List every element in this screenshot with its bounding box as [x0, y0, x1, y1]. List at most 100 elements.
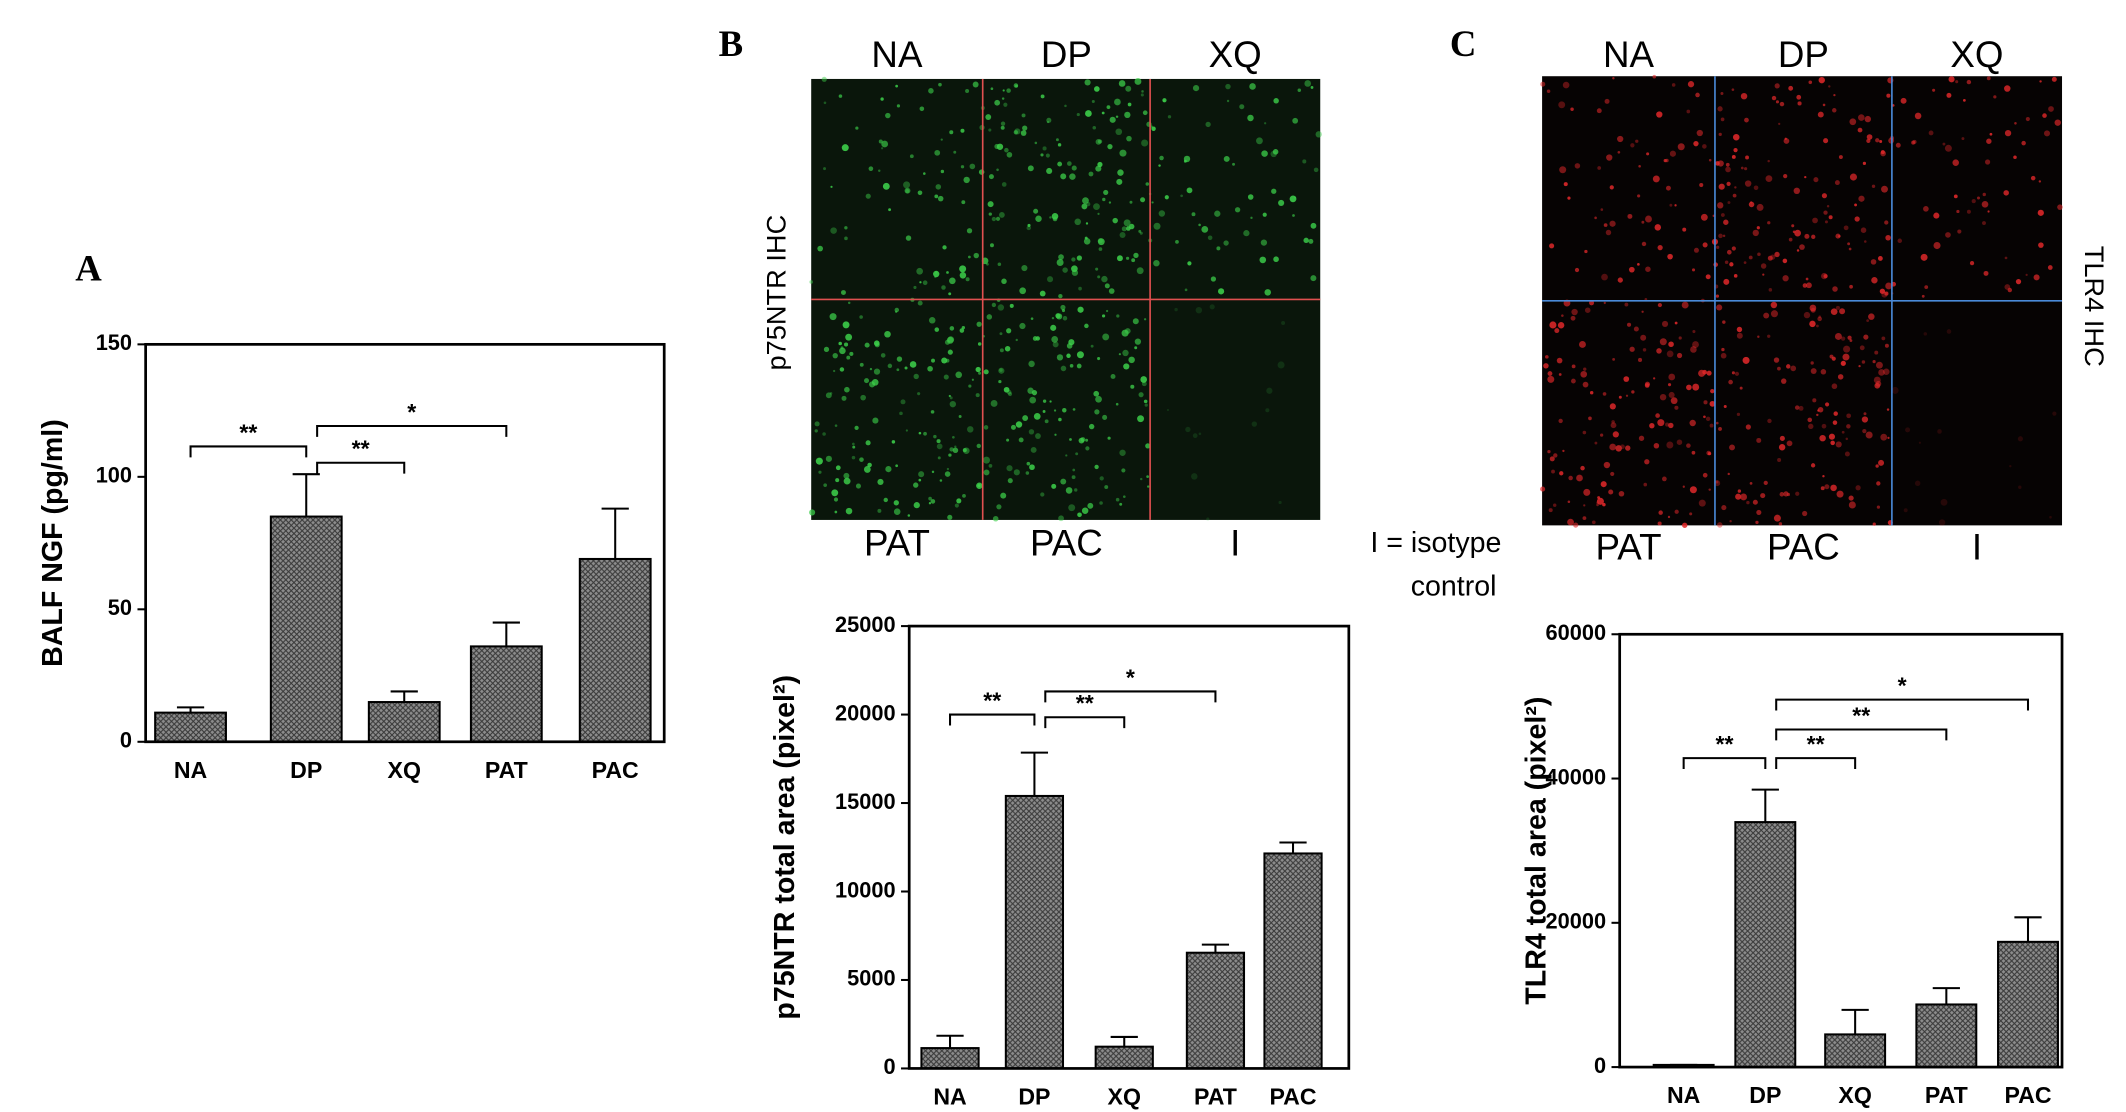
- tissue-speckle: [1625, 445, 1631, 451]
- significance-label: *: [1126, 664, 1135, 690]
- tissue-speckle: [1040, 492, 1045, 497]
- tissue-speckle: [1760, 493, 1766, 499]
- isotype-note: control: [1411, 571, 1497, 603]
- tissue-speckle: [1878, 459, 1885, 466]
- tissue-speckle: [959, 328, 965, 333]
- tissue-speckle: [2057, 204, 2063, 210]
- tissue-speckle: [939, 479, 943, 482]
- tissue-speckle: [1056, 313, 1063, 320]
- tissue-speckle: [1778, 444, 1786, 451]
- tissue-speckle: [976, 321, 982, 327]
- x-tick-label: NA: [174, 757, 208, 783]
- tissue-speckle: [909, 154, 914, 159]
- tissue-speckle: [1773, 357, 1780, 363]
- tissue-speckle: [1029, 464, 1035, 471]
- tissue-speckle: [1985, 159, 1991, 165]
- tissue-speckle: [1838, 155, 1843, 160]
- tissue-speckle: [934, 149, 941, 156]
- tissue-speckle: [918, 471, 925, 478]
- tissue-speckle: [928, 496, 932, 501]
- tissue-speckle: [1026, 225, 1031, 231]
- significance-label: **: [1852, 702, 1870, 728]
- tissue-speckle: [1652, 175, 1660, 183]
- tissue-speckle: [1071, 265, 1078, 273]
- tissue-speckle: [1223, 240, 1229, 246]
- tissue-speckle: [1558, 101, 1566, 109]
- tissue-speckle: [896, 356, 903, 362]
- tissue-speckle: [1596, 501, 1599, 505]
- tissue-speckle: [1589, 300, 1595, 306]
- tissue-speckle: [2054, 119, 2061, 126]
- tissue-speckle: [1192, 84, 1200, 92]
- tissue-speckle: [968, 384, 972, 388]
- tissue-speckle: [1138, 392, 1144, 398]
- tile-label: I: [1972, 527, 1982, 568]
- tissue-speckle: [1143, 318, 1147, 321]
- tissue-speckle: [1574, 163, 1581, 169]
- tissue-speckle: [948, 394, 951, 398]
- tissue-speckle: [1123, 219, 1131, 227]
- tissue-speckle: [1731, 371, 1735, 375]
- tissue-speckle: [1623, 376, 1630, 382]
- x-tick-label: NA: [933, 1083, 967, 1109]
- tissue-speckle: [1796, 249, 1800, 252]
- tissue-speckle: [995, 216, 1001, 221]
- tissue-speckle: [1144, 403, 1148, 407]
- tissue-speckle: [1861, 416, 1869, 423]
- tissue-speckle: [1019, 287, 1027, 295]
- tissue-speckle: [2039, 80, 2042, 83]
- tissue-speckle: [887, 363, 893, 369]
- tissue-speckle: [1855, 485, 1861, 491]
- tissue-speckle: [1004, 147, 1009, 153]
- tissue-speckle: [1123, 363, 1130, 370]
- tissue-speckle: [1583, 504, 1586, 507]
- tissue-speckle: [1571, 308, 1578, 316]
- tissue-speckle: [931, 358, 935, 363]
- tissue-speckle: [1046, 120, 1050, 124]
- y-tick-label: 50: [108, 595, 132, 620]
- tissue-speckle: [1770, 254, 1776, 260]
- tissue-speckle: [1115, 402, 1119, 406]
- tissue-speckle: [1143, 399, 1148, 404]
- tissue-speckle: [825, 392, 832, 399]
- tissue-speckle: [1740, 92, 1748, 100]
- tissue-speckle: [1609, 403, 1616, 410]
- tissue-speckle: [1633, 326, 1639, 332]
- tissue-speckle: [1026, 461, 1031, 466]
- tissue-speckle: [1956, 209, 1960, 214]
- tissue-speckle: [1641, 310, 1644, 313]
- tissue-speckle: [1076, 363, 1082, 369]
- tissue-speckle: [1124, 328, 1131, 334]
- tissue-speckle: [978, 371, 982, 375]
- tissue-speckle: [1670, 397, 1678, 405]
- tissue-speckle: [1810, 463, 1816, 468]
- tissue-speckle: [1708, 158, 1712, 162]
- tissue-speckle: [1691, 450, 1696, 455]
- tissue-speckle: [975, 366, 981, 373]
- tissue-speckle: [988, 464, 993, 468]
- tissue-speckle: [1881, 185, 1888, 193]
- tissue-speckle: [1192, 433, 1198, 439]
- tissue-speckle: [1862, 429, 1867, 434]
- tissue-speckle: [845, 333, 853, 341]
- tissue-speckle: [1108, 288, 1115, 294]
- tissue-speckle: [1732, 193, 1737, 198]
- tissue-speckle: [833, 497, 839, 502]
- tissue-speckle: [1054, 433, 1057, 436]
- tissue-speckle: [1109, 116, 1116, 123]
- tissue-speckle: [905, 429, 908, 432]
- tissue-speckle: [852, 442, 855, 446]
- tissue-speckle: [1937, 429, 1942, 434]
- tissue-speckle: [1729, 262, 1734, 267]
- tissue-speckle: [1277, 361, 1285, 369]
- tissue-speckle: [1721, 347, 1725, 352]
- tissue-speckle: [1553, 503, 1557, 507]
- tissue-speckle: [1880, 150, 1886, 157]
- tissue-speckle: [1272, 149, 1279, 155]
- tissue-speckle: [1129, 200, 1133, 204]
- tissue-speckle: [907, 514, 911, 517]
- tissue-speckle: [1145, 443, 1151, 449]
- tissue-speckle: [952, 435, 955, 439]
- tissue-speckle: [1609, 185, 1614, 190]
- tissue-speckle: [1945, 232, 1951, 238]
